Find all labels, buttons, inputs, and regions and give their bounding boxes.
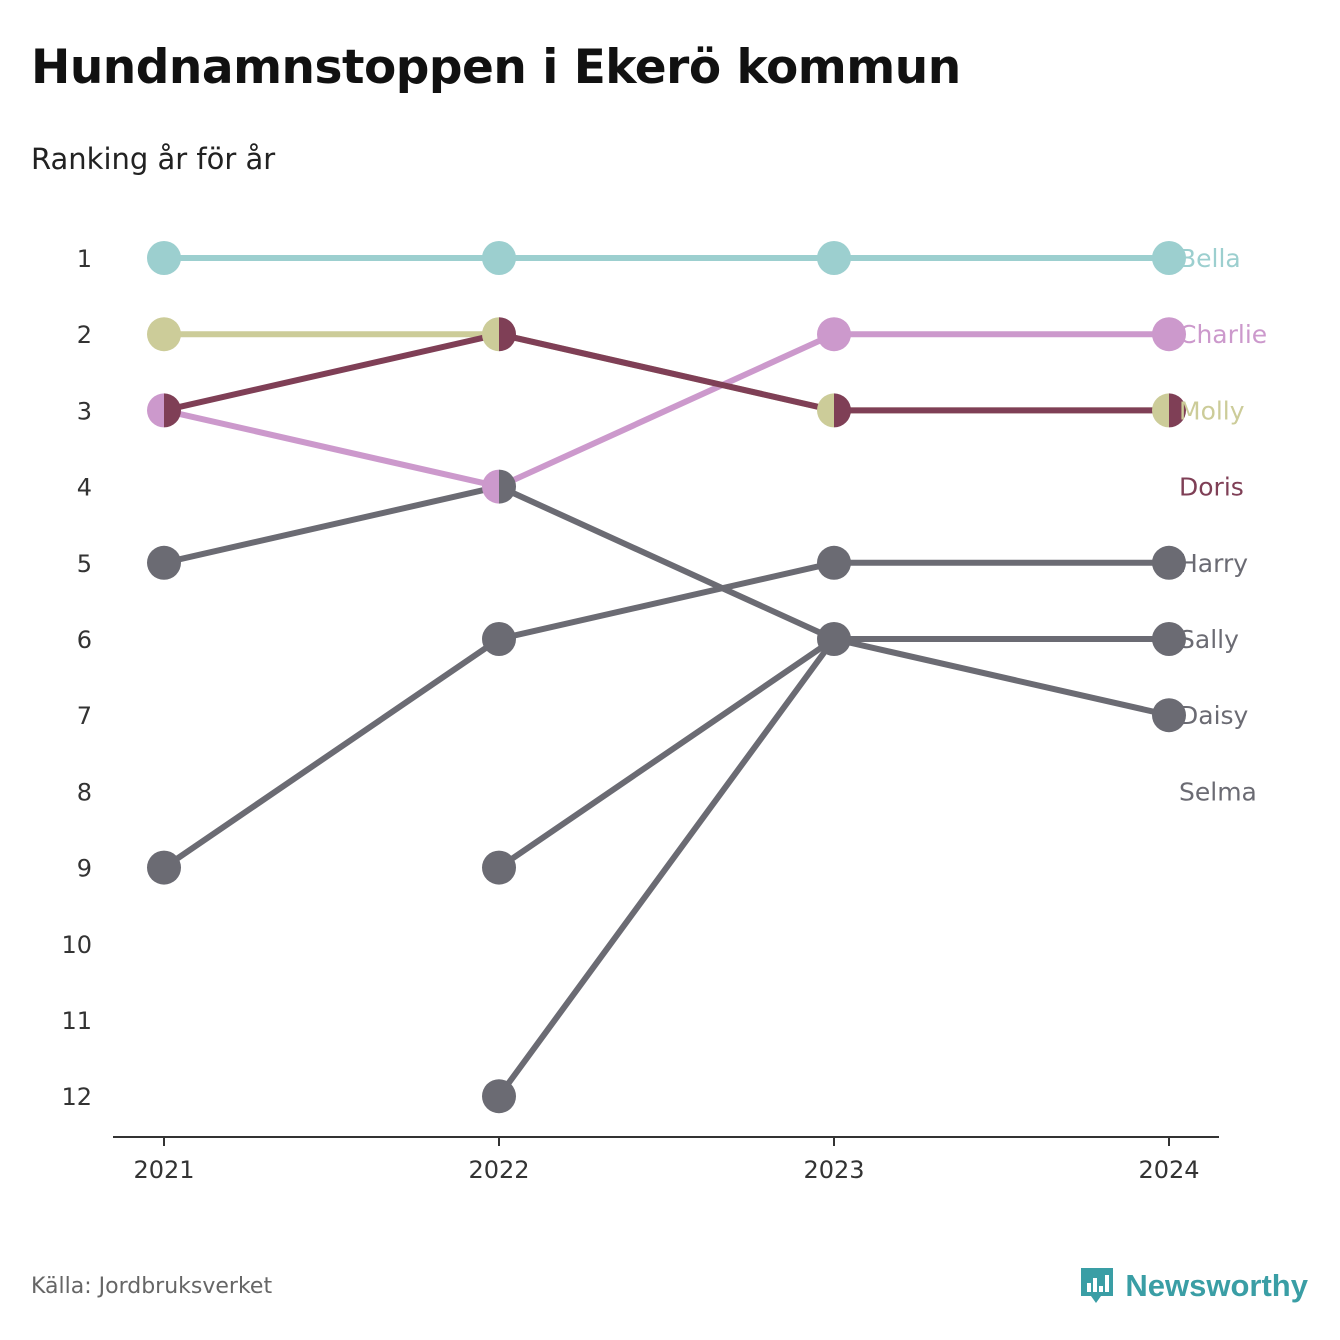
end-label-harry: Harry xyxy=(1179,549,1248,578)
data-point-charlie-harry xyxy=(499,469,516,504)
data-point-bella xyxy=(482,241,516,275)
x-tick-label: 2024 xyxy=(1138,1156,1199,1184)
y-tick-label: 9 xyxy=(77,855,92,883)
data-point-bella xyxy=(1152,241,1186,275)
data-point-molly-doris xyxy=(1169,393,1186,428)
end-label-sally: Sally xyxy=(1179,625,1239,654)
y-tick-label: 2 xyxy=(77,321,92,349)
y-tick-label: 3 xyxy=(77,397,92,425)
y-tick-label: 11 xyxy=(61,1007,92,1035)
data-point-sally xyxy=(147,850,181,885)
chart-subtitle: Ranking år för år xyxy=(31,142,276,176)
x-tick-label: 2021 xyxy=(133,1156,194,1184)
data-point-molly-doris xyxy=(499,317,516,352)
y-tick-label: 6 xyxy=(77,626,92,654)
data-point-selma xyxy=(482,1079,516,1114)
y-tick-label: 1 xyxy=(77,245,92,273)
data-point-sally xyxy=(1152,545,1186,580)
data-point-charlie xyxy=(817,317,851,352)
series-line-doris xyxy=(161,331,1172,414)
y-tick-label: 5 xyxy=(77,550,92,578)
y-tick-label: 7 xyxy=(77,702,92,730)
data-point-charlie-doris xyxy=(164,393,181,428)
data-point-bella xyxy=(147,241,181,275)
newsworthy-logo-icon xyxy=(1081,1268,1114,1303)
end-label-daisy: Daisy xyxy=(1179,701,1249,730)
end-label-doris: Doris xyxy=(1179,473,1244,502)
data-point-sally xyxy=(817,545,851,580)
series-line-harry xyxy=(161,483,1172,719)
end-label-bella: Bella xyxy=(1179,244,1241,273)
end-label-molly: Molly xyxy=(1179,396,1245,425)
data-point-daisy-selma xyxy=(1152,622,1186,656)
series-line-charlie xyxy=(161,331,1172,490)
data-point-bella xyxy=(817,241,851,275)
y-tick-label: 12 xyxy=(61,1083,92,1111)
source-note: Källa: Jordbruksverket xyxy=(31,1274,273,1299)
x-tick-label: 2022 xyxy=(468,1156,529,1184)
data-point-molly xyxy=(147,317,181,352)
y-tick-label: 4 xyxy=(77,474,92,502)
data-point-harry-daisy-selma xyxy=(817,622,851,656)
data-point-daisy xyxy=(482,850,516,885)
chart-title: Hundnamnstoppen i Ekerö kommun xyxy=(31,40,961,95)
data-point-molly-doris xyxy=(1152,393,1169,428)
data-point-harry xyxy=(147,545,181,580)
data-point-molly-doris xyxy=(482,317,499,352)
end-label-selma: Selma xyxy=(1179,777,1257,806)
data-point-harry xyxy=(1152,698,1186,733)
brand-name: Newsworthy xyxy=(1125,1268,1308,1303)
series-line-sally xyxy=(161,559,1172,871)
y-tick-label: 8 xyxy=(77,778,92,806)
data-point-molly-doris xyxy=(834,393,851,428)
series-line-selma xyxy=(496,636,1172,1100)
data-point-molly-doris xyxy=(817,393,834,428)
x-tick-label: 2023 xyxy=(803,1156,864,1184)
data-point-charlie-harry xyxy=(482,469,499,504)
y-tick-label: 10 xyxy=(61,931,92,959)
series-line-daisy xyxy=(496,636,1172,871)
brand-logo: Newsworthy xyxy=(1079,1266,1308,1306)
end-label-charlie: Charlie xyxy=(1179,320,1267,349)
data-point-charlie xyxy=(1152,317,1186,352)
data-point-sally xyxy=(482,622,516,656)
data-point-charlie-doris xyxy=(147,393,164,428)
